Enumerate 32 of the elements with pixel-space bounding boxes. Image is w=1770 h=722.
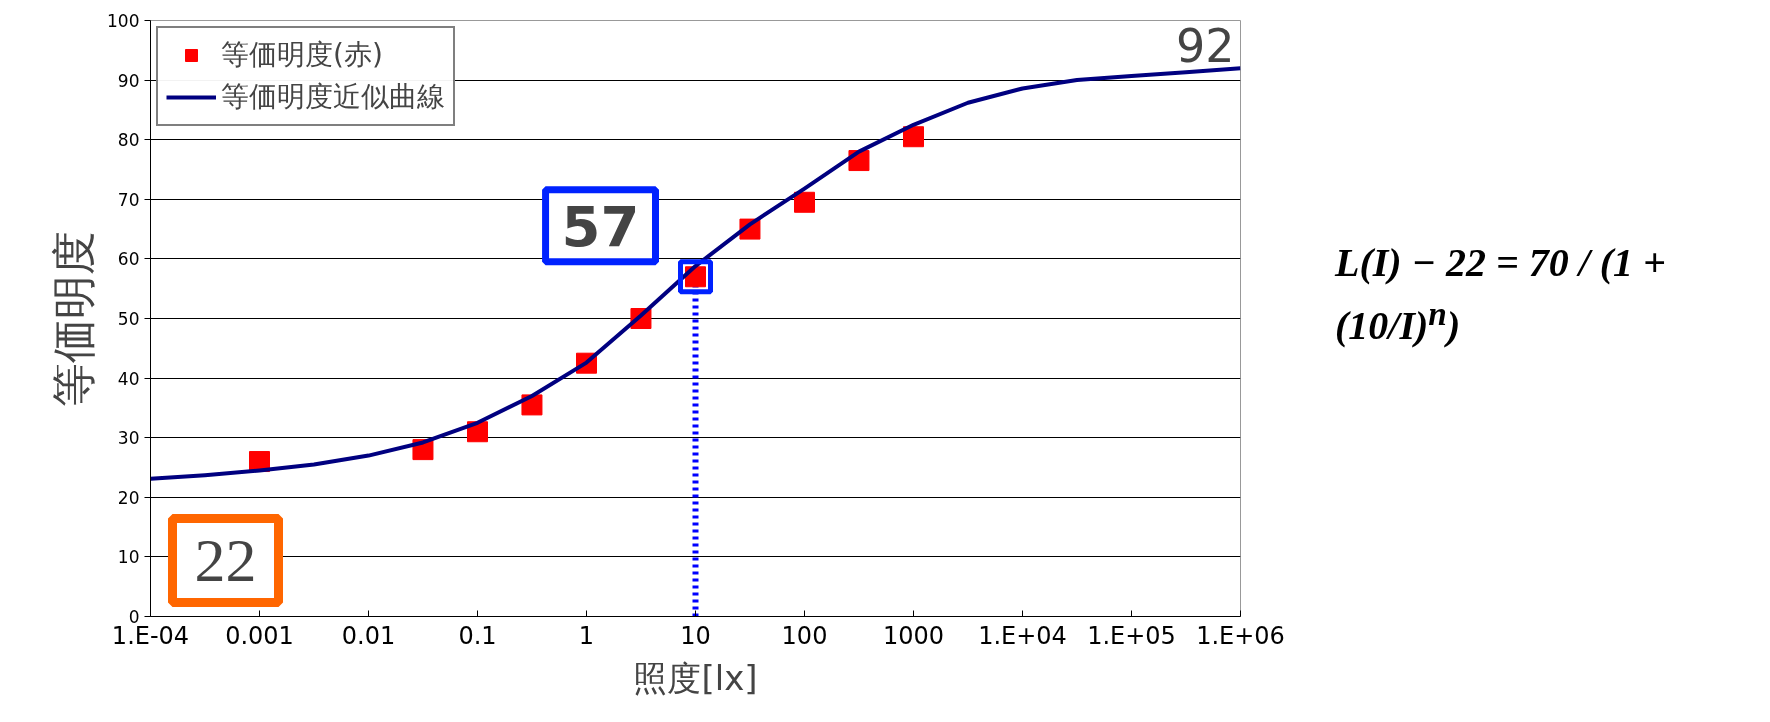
- legend-label: 等価明度(赤): [221, 37, 383, 73]
- x-tick-label: 1.E+06: [1196, 621, 1285, 650]
- y-tick-label: 30: [117, 428, 140, 449]
- annotation: 22: [194, 525, 257, 594]
- x-tick-label: 0.001: [225, 621, 294, 650]
- annotation: 57: [561, 193, 640, 259]
- y-axis-title: 等価明度: [48, 230, 100, 407]
- x-tick-label: 1.E+05: [1087, 621, 1176, 650]
- line-series: [150, 66, 1241, 481]
- legend-label: 等価明度近似曲線: [221, 79, 445, 115]
- y-tick-label: 80: [117, 130, 140, 151]
- point: [794, 191, 815, 213]
- y-tick-label: 60: [117, 249, 140, 270]
- point: [903, 126, 924, 148]
- y-tick-label: 100: [107, 11, 140, 31]
- x-tick-label: 1000: [882, 621, 945, 650]
- y-tick-label: 50: [117, 309, 140, 329]
- x-tick-label: 100: [781, 621, 828, 650]
- y-tick-label: 20: [117, 487, 140, 508]
- x-axis-title: 照度[lx]: [633, 657, 758, 698]
- y-tick-label: 70: [117, 189, 140, 210]
- y-tick-label: 40: [117, 368, 140, 389]
- x-tick-label: 0.1: [458, 621, 497, 650]
- x-tick-label: 1: [578, 621, 595, 650]
- x-tick-label: 10: [680, 621, 711, 650]
- x-tick-label: 1.E+04: [978, 621, 1067, 650]
- y-tick-label: 0: [128, 607, 140, 627]
- y-tick-label: 10: [117, 547, 140, 568]
- text: L(I) − 22 = 70 / (1 + (10/I)$^{n}$): [1335, 239, 1667, 351]
- y-tick-label: 90: [117, 70, 140, 91]
- annotation: 92: [1175, 19, 1235, 74]
- x-tick-label: 0.01: [341, 621, 396, 650]
